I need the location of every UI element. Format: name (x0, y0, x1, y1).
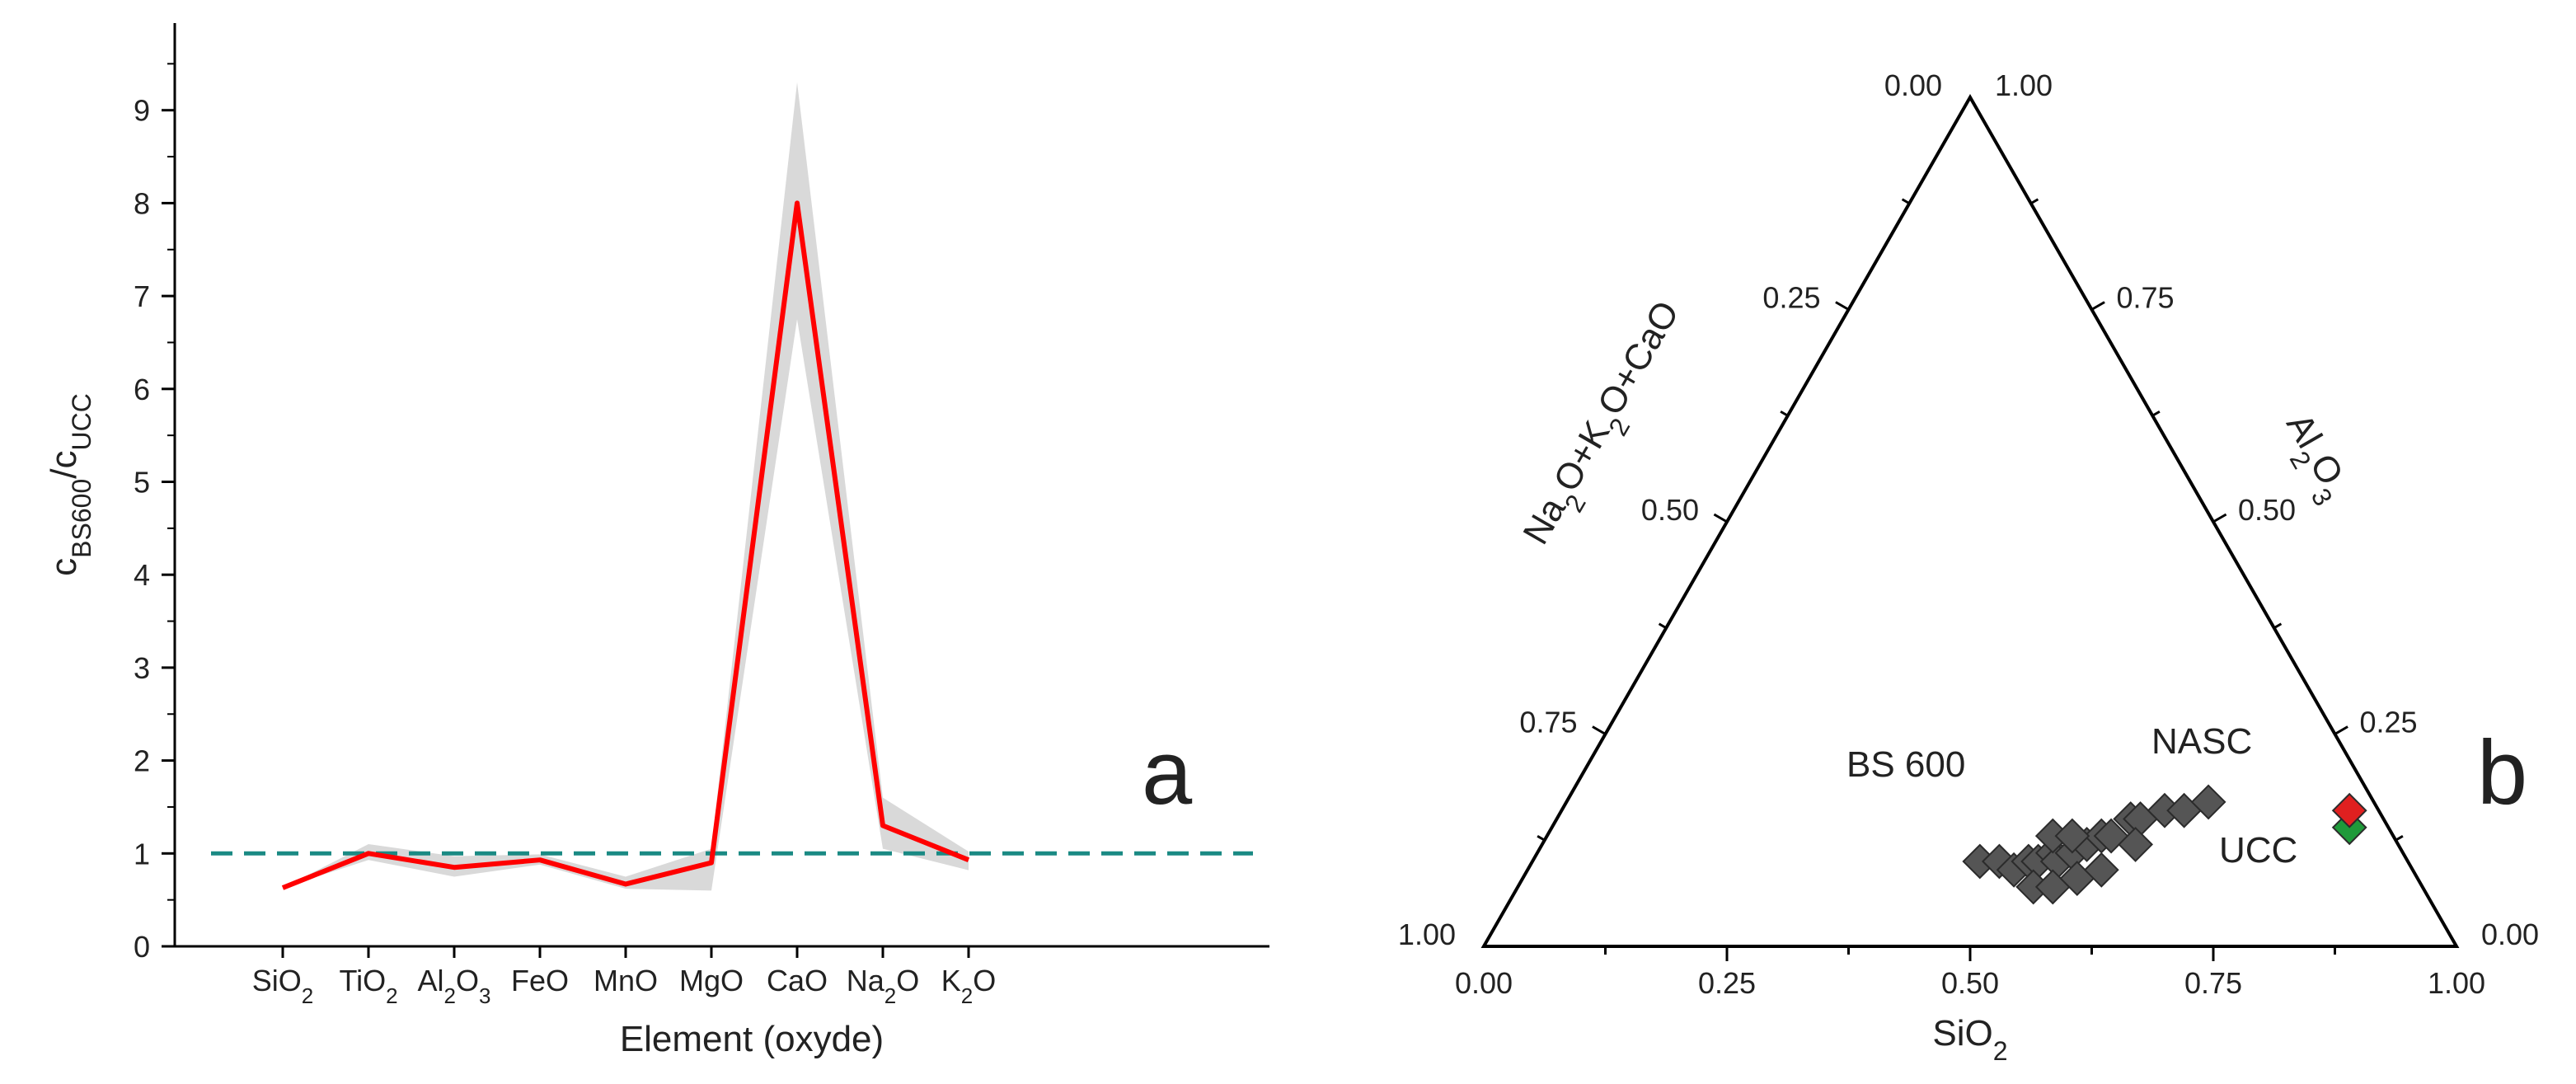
left-tick-label: 1.00 (1398, 917, 1456, 951)
right-tick-mark (2029, 198, 2039, 205)
x-tick-label-mgo: MgO (679, 964, 744, 997)
panel-label-a: a (1142, 722, 1193, 824)
bottom-tick-label: 0.25 (1698, 966, 1756, 1000)
left-tick-mark (1592, 725, 1607, 735)
x-axis-title: Element (oxyde) (620, 1019, 884, 1059)
x-tick-label-al: Al2O3 (418, 964, 491, 1008)
right-tick-mark (2273, 622, 2283, 630)
left-tick-mark (1835, 301, 1850, 311)
bs600-point (2083, 852, 2119, 888)
y-tick-label: 1 (134, 837, 150, 870)
right-tick-label: 0.75 (2117, 281, 2175, 315)
right-tick-label: 0.00 (2481, 917, 2539, 951)
left-tick-mark (1901, 198, 1911, 205)
y-axis-title: cBS600/cUCC (44, 393, 96, 576)
y-tick-label: 4 (134, 558, 150, 592)
left-tick-mark (1537, 834, 1546, 842)
bottom-tick-label: 1.00 (2428, 966, 2485, 1000)
panel-b-ternary-diagram: 0.00 0.25 0.50 0.75 1.00 1.00 0.75 0.50 0.25 0.00… (1398, 68, 2539, 1066)
right-tick-mark (2334, 725, 2348, 735)
x-tick-label-k: K2O (941, 964, 997, 1008)
x-tick-label-na: Na2O (847, 964, 920, 1008)
right-tick-label: 1.00 (1995, 68, 2053, 102)
bottom-tick-label: 0.75 (2184, 966, 2242, 1000)
right-tick-label: 0.50 (2238, 493, 2296, 527)
x-tick-label-cao: CaO (767, 964, 828, 997)
right-tick-mark (2212, 513, 2227, 523)
left-tick-mark (1780, 410, 1789, 417)
panel-a-line-chart: 0 1 2 3 4 5 6 7 8 9 SiO2 TiO2 Al2O3 FeO MnO MgO CaO Na2O… (44, 23, 1269, 1059)
right-tick-label: 0.25 (2360, 706, 2418, 739)
left-tick-mark (1713, 513, 1728, 523)
y-tick-label: 3 (134, 651, 150, 685)
y-tick-label: 6 (134, 373, 150, 406)
nasc-point (2331, 792, 2367, 828)
y-tick-label: 7 (134, 279, 150, 313)
x-tick-label-sio: SiO2 (252, 964, 313, 1008)
panel-label-b: b (2477, 722, 2527, 824)
left-tick-mark (1658, 622, 1668, 630)
x-tick-label-tio: TiO2 (339, 964, 397, 1008)
y-tick-label: 0 (134, 930, 150, 964)
y-tick-label: 2 (134, 744, 150, 778)
label-nasc: NASC (2151, 721, 2252, 762)
ternary-tick-labels: 0.00 0.25 0.50 0.75 1.00 1.00 0.75 0.50 0.25 0.00… (1398, 68, 2539, 1000)
bs600-point (2118, 826, 2154, 862)
ternary-points (1962, 784, 2367, 905)
bottom-tick-label: 0.50 (1941, 966, 1999, 1000)
label-ucc: UCC (2219, 830, 2297, 870)
left-tick-label: 0.25 (1762, 281, 1820, 315)
right-tick-mark (2090, 301, 2105, 311)
x-tick-label-feo: FeO (511, 964, 569, 997)
bs600-point (2054, 818, 2090, 854)
label-bs600: BS 600 (1846, 744, 1965, 785)
x-ticks: SiO2 TiO2 Al2O3 FeO MnO MgO CaO Na2O K2O (252, 946, 996, 1008)
bs600-point (2190, 784, 2226, 820)
y-ticks: 0 1 2 3 4 5 6 7 8 9 (134, 63, 175, 964)
x-tick-label-mno: MnO (594, 964, 658, 997)
bottom-axis-title: SiO2 (1932, 1013, 2007, 1066)
right-tick-mark (2395, 834, 2404, 842)
left-tick-label: 0.75 (1519, 706, 1577, 739)
y-tick-label: 8 (134, 186, 150, 220)
y-tick-label: 5 (134, 466, 150, 500)
mean-series-line (281, 200, 970, 890)
ternary-ticks (1537, 198, 2404, 961)
range-band (283, 82, 969, 891)
y-tick-label: 9 (134, 94, 150, 128)
left-tick-label: 0.50 (1641, 493, 1699, 527)
right-tick-mark (2151, 410, 2161, 417)
ternary-triangle (1480, 93, 2460, 948)
left-tick-label: 0.00 (1884, 68, 1942, 102)
bottom-tick-label: 0.00 (1455, 966, 1513, 1000)
